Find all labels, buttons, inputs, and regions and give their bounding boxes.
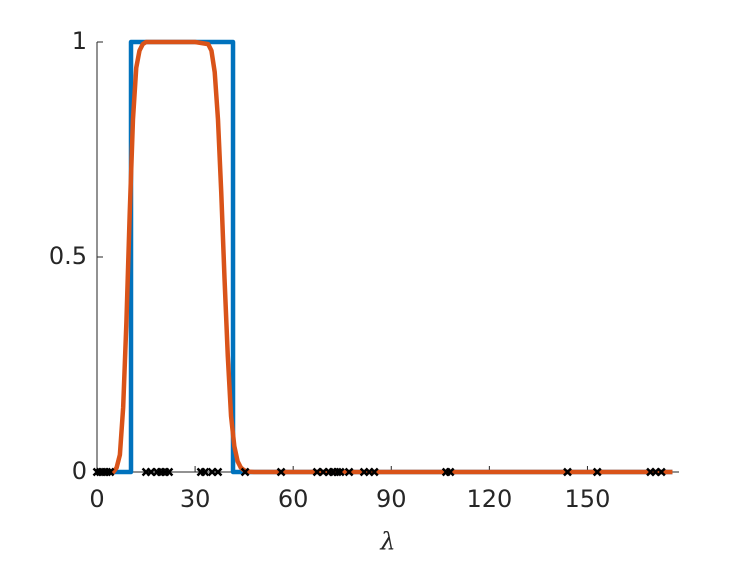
series-line	[97, 39, 673, 475]
marker	[164, 467, 174, 477]
y-tick-label: 0	[72, 457, 87, 485]
marker	[213, 467, 223, 477]
x-tick-label: 0	[89, 485, 104, 513]
marker	[344, 467, 354, 477]
x-tick-label: 90	[376, 485, 407, 513]
marker	[276, 467, 286, 477]
x-axis-label: λ	[379, 528, 395, 556]
x-tick-label: 150	[565, 485, 611, 513]
x-tick-label: 120	[466, 485, 512, 513]
y-tick-label: 0.5	[49, 242, 87, 270]
y-tick-label: 1	[72, 27, 87, 55]
marker	[240, 467, 250, 477]
marker	[335, 467, 345, 477]
x-tick-label: 60	[278, 485, 309, 513]
marker	[105, 467, 115, 477]
marker	[200, 467, 210, 477]
series-line	[97, 39, 673, 475]
marker	[592, 467, 602, 477]
x-tick-label: 30	[180, 485, 211, 513]
marker	[369, 467, 379, 477]
marker	[445, 467, 455, 477]
marker	[563, 467, 572, 477]
marker	[656, 467, 666, 477]
